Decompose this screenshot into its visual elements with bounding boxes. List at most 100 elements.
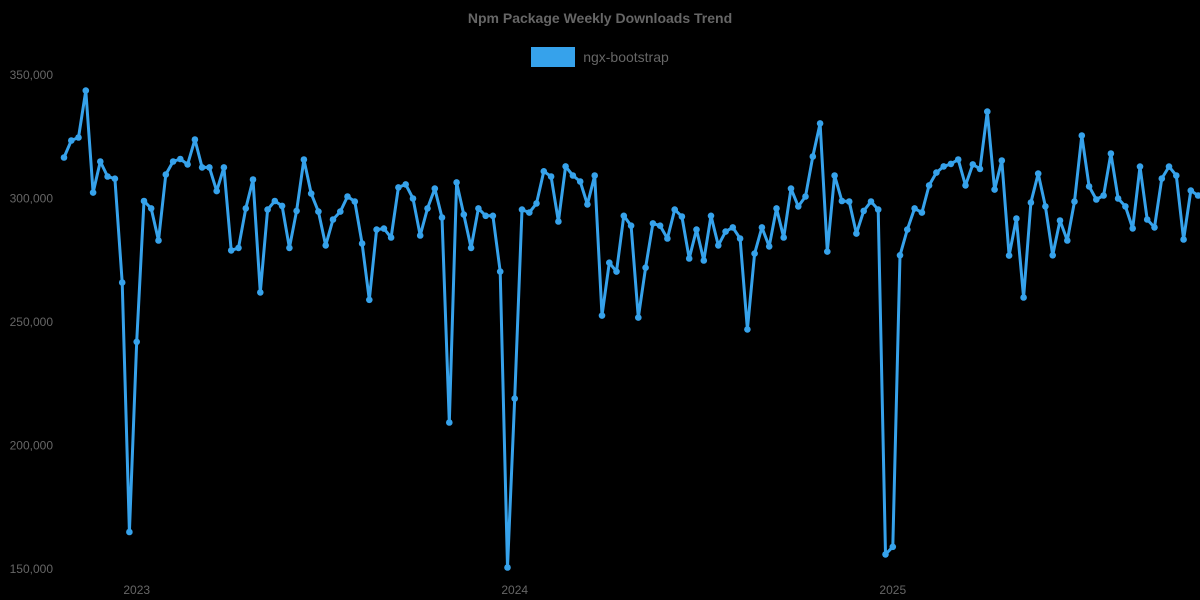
data-point[interactable]: [984, 108, 991, 115]
data-point[interactable]: [838, 197, 846, 205]
data-point[interactable]: [1187, 187, 1195, 194]
data-point[interactable]: [278, 202, 286, 210]
data-point[interactable]: [540, 168, 548, 175]
data-point[interactable]: [409, 195, 417, 202]
data-point[interactable]: [337, 208, 344, 215]
data-point[interactable]: [904, 226, 911, 233]
data-point[interactable]: [816, 120, 824, 127]
data-point[interactable]: [1100, 192, 1107, 199]
data-point[interactable]: [758, 224, 766, 231]
data-point[interactable]: [518, 206, 526, 213]
data-point[interactable]: [373, 226, 380, 233]
data-point[interactable]: [366, 296, 373, 304]
data-point[interactable]: [795, 203, 802, 210]
data-point[interactable]: [68, 137, 75, 144]
data-point[interactable]: [867, 198, 875, 205]
data-point[interactable]: [998, 157, 1006, 164]
data-point[interactable]: [402, 181, 410, 188]
data-point[interactable]: [257, 289, 264, 296]
data-point[interactable]: [235, 244, 242, 252]
data-point[interactable]: [75, 134, 82, 141]
data-point[interactable]: [918, 209, 926, 216]
data-point[interactable]: [1020, 294, 1027, 301]
data-point[interactable]: [184, 161, 191, 168]
data-point[interactable]: [656, 222, 664, 229]
data-point[interactable]: [773, 205, 780, 212]
data-point[interactable]: [1093, 196, 1100, 203]
data-point[interactable]: [1071, 198, 1078, 205]
data-point[interactable]: [416, 232, 424, 239]
data-point[interactable]: [1194, 192, 1200, 199]
data-point[interactable]: [613, 268, 620, 275]
data-point[interactable]: [547, 173, 555, 180]
data-point[interactable]: [344, 193, 351, 200]
data-point[interactable]: [1129, 225, 1136, 232]
data-point[interactable]: [97, 158, 104, 165]
data-point[interactable]: [947, 160, 955, 168]
data-point[interactable]: [591, 172, 598, 179]
data-point[interactable]: [576, 178, 584, 185]
data-point[interactable]: [627, 222, 635, 229]
data-point[interactable]: [322, 242, 330, 249]
data-point[interactable]: [315, 208, 322, 215]
data-point[interactable]: [504, 564, 511, 571]
data-point[interactable]: [220, 164, 228, 171]
data-point[interactable]: [453, 179, 460, 186]
data-point[interactable]: [380, 225, 388, 232]
data-point[interactable]: [387, 234, 395, 241]
data-point[interactable]: [765, 243, 773, 250]
data-point[interactable]: [1056, 217, 1064, 224]
data-point[interactable]: [693, 226, 700, 233]
data-point[interactable]: [446, 419, 453, 426]
data-point[interactable]: [809, 153, 817, 160]
data-point[interactable]: [562, 163, 569, 170]
data-point[interactable]: [824, 248, 831, 255]
data-point[interactable]: [227, 247, 235, 254]
data-point[interactable]: [715, 242, 722, 249]
data-point[interactable]: [511, 395, 518, 402]
data-point[interactable]: [620, 212, 628, 220]
data-point[interactable]: [249, 176, 257, 183]
data-point[interactable]: [736, 235, 744, 242]
data-point[interactable]: [911, 205, 918, 212]
data-point[interactable]: [860, 207, 867, 215]
data-point[interactable]: [111, 175, 119, 182]
data-point[interactable]: [147, 205, 155, 212]
data-point[interactable]: [991, 186, 998, 193]
legend-swatch-ngx-bootstrap[interactable]: [531, 47, 576, 67]
data-point[interactable]: [307, 190, 315, 197]
data-point[interactable]: [1122, 203, 1129, 210]
data-point[interactable]: [729, 224, 737, 231]
data-point[interactable]: [1013, 215, 1020, 222]
data-point[interactable]: [118, 279, 126, 286]
data-point[interactable]: [940, 163, 947, 170]
data-point[interactable]: [424, 205, 431, 212]
data-point[interactable]: [431, 185, 439, 192]
data-point[interactable]: [89, 189, 97, 196]
data-point[interactable]: [242, 205, 250, 212]
data-point[interactable]: [1027, 199, 1035, 206]
data-point[interactable]: [1107, 150, 1115, 157]
data-point[interactable]: [1114, 195, 1122, 202]
data-point[interactable]: [969, 161, 977, 168]
data-point[interactable]: [358, 240, 366, 247]
data-point[interactable]: [584, 201, 591, 208]
data-point[interactable]: [700, 257, 708, 264]
data-point[interactable]: [976, 165, 984, 173]
data-point[interactable]: [1049, 252, 1056, 259]
data-point[interactable]: [286, 244, 293, 252]
data-point[interactable]: [300, 156, 308, 163]
data-point[interactable]: [642, 264, 649, 272]
data-point[interactable]: [1180, 236, 1187, 243]
data-point[interactable]: [889, 543, 897, 551]
data-point[interactable]: [853, 230, 860, 237]
data-point[interactable]: [1151, 224, 1158, 231]
data-point[interactable]: [198, 164, 206, 171]
data-point[interactable]: [1158, 175, 1166, 182]
data-point[interactable]: [751, 250, 758, 257]
data-point[interactable]: [707, 212, 715, 220]
data-point[interactable]: [925, 182, 933, 189]
data-point[interactable]: [162, 171, 170, 178]
data-point[interactable]: [489, 212, 497, 220]
data-point[interactable]: [482, 212, 490, 220]
